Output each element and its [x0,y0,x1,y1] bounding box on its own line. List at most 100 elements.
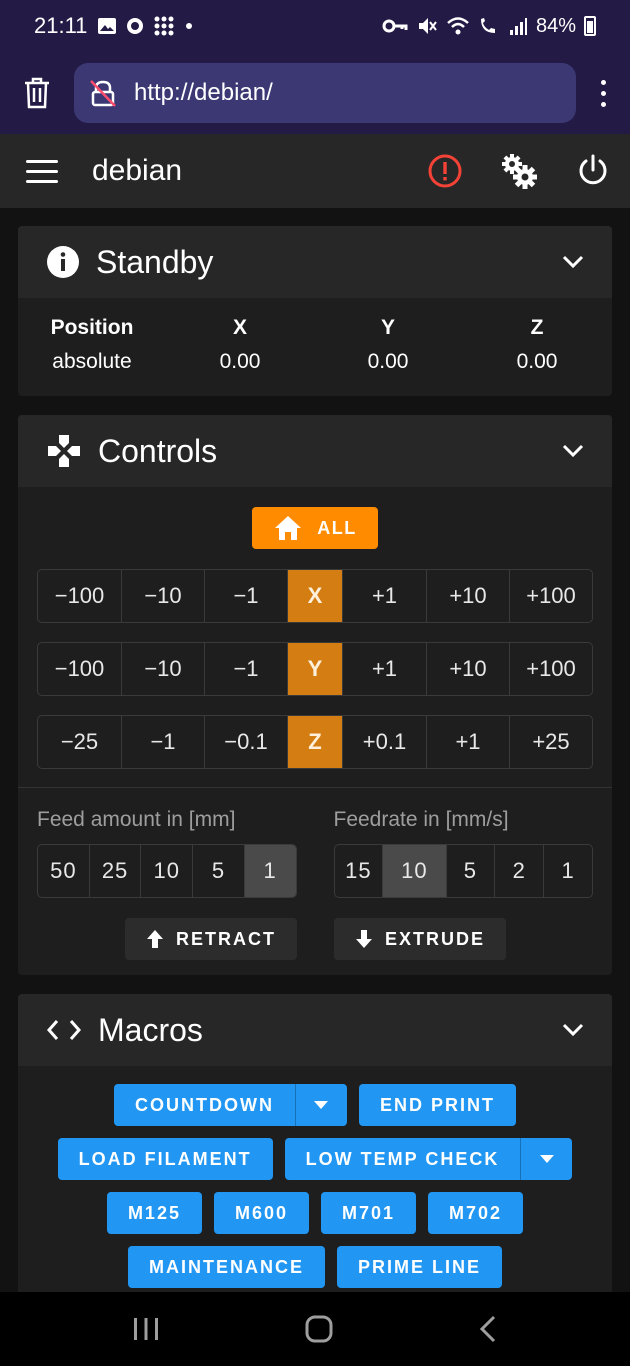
macro-m125-button[interactable]: M125 [106,1192,202,1234]
extrude-button[interactable]: EXTRUDE [334,918,506,960]
retract-label: RETRACT [176,928,276,949]
standby-header[interactable]: Standby [18,226,612,298]
status-bar: 21:11 84% [0,0,630,52]
jog-z-minus-25[interactable]: −25 [38,716,122,768]
jog-y-plus-10[interactable]: +10 [427,643,510,695]
jog-y-minus-10[interactable]: −10 [122,643,205,695]
settings-button[interactable] [482,151,556,191]
macro-row: COUNTDOWN END PRINT [18,1084,612,1126]
menu-icon[interactable] [26,159,58,183]
z-value: 0.00 [516,350,558,373]
macro-low-temp-check-button[interactable]: LOW TEMP CHECK [284,1138,573,1180]
jog-x-plus-10[interactable]: +10 [427,570,510,622]
macro-end-print-button[interactable]: END PRINT [358,1084,516,1126]
feed-amount-selector: 50 25 10 5 1 [37,844,297,898]
trash-button[interactable] [0,77,74,109]
system-nav-bar [0,1292,630,1366]
jog-z-minus-1[interactable]: −1 [122,716,205,768]
not-secure-icon [90,80,116,107]
standby-card: Standby Position absolute X 0.00 Y 0.00 … [18,226,612,396]
macro-label: END PRINT [379,1094,495,1115]
jog-z-plus-0-1[interactable]: +0.1 [343,716,427,768]
feed-amount-group: Feed amount in [mm] 50 25 10 5 1 [37,808,297,898]
battery-level: 84% [535,14,576,37]
macro-load-filament-button[interactable]: LOAD FILAMENT [57,1138,273,1180]
macro-prime-line-button[interactable]: PRIME LINE [336,1246,502,1288]
home-all-label: ALL [317,517,357,538]
jog-x-minus-1[interactable]: −1 [205,570,288,622]
home-x-button[interactable]: X [288,570,343,622]
divider [18,787,612,788]
macro-row: M125 M600 M701 M702 [18,1192,612,1234]
chevron-down-icon[interactable] [562,1023,584,1037]
signal-icon [509,18,527,35]
macro-m702-button[interactable]: M702 [428,1192,524,1234]
y-header: Y [380,316,395,339]
power-icon [579,154,607,185]
jog-x-minus-100[interactable]: −100 [38,570,122,622]
macro-dropdown-toggle[interactable] [294,1084,347,1126]
feedrate-option[interactable]: 1 [561,858,575,883]
jog-x-minus-10[interactable]: −10 [122,570,205,622]
arrow-down-icon [355,930,372,948]
controls-title: Controls [98,432,218,469]
macro-label: M125 [127,1202,181,1223]
home-all-button[interactable]: ALL [252,507,378,549]
jog-y-plus-100[interactable]: +100 [526,656,576,681]
feedrate-option[interactable]: 5 [447,845,496,897]
macro-dropdown-toggle[interactable] [520,1138,572,1180]
power-button[interactable] [556,153,630,189]
home-y-button[interactable]: Y [288,643,343,695]
macro-label: LOAD FILAMENT [78,1148,252,1169]
macro-countdown-button[interactable]: COUNTDOWN [114,1084,347,1126]
controls-header[interactable]: Controls [18,415,612,487]
feed-amount-label: Feed amount in [mm] [37,808,236,831]
jog-y-plus-1[interactable]: +1 [343,643,427,695]
feed-amount-option[interactable]: 50 [38,845,90,897]
back-icon[interactable] [478,1315,498,1343]
status-time: 21:11 [34,13,88,38]
macro-m701-button[interactable]: M701 [321,1192,417,1234]
jog-x-plus-100[interactable]: +100 [526,583,576,608]
caret-down-icon [539,1155,554,1163]
feed-amount-option[interactable]: 10 [141,845,194,897]
jog-z-plus-25[interactable]: +25 [532,729,570,754]
wifi-call-icon [480,18,495,33]
macros-card: Macros COUNTDOWN END PRINT LOAD FILAMENT… [18,994,612,1304]
mute-icon [418,18,437,34]
image-icon [98,18,117,34]
x-header: X [232,316,247,339]
feedrate-option[interactable]: 2 [495,845,545,897]
macros-header[interactable]: Macros [18,994,612,1066]
feedrate-selector: 15 10 5 2 1 [333,844,593,898]
jog-z-plus-1[interactable]: +1 [427,716,510,768]
chevron-down-icon[interactable] [562,255,584,269]
grid-icon [154,16,174,36]
jog-y-minus-100[interactable]: −100 [38,643,122,695]
macro-label: M702 [449,1202,503,1223]
macro-m600-button[interactable]: M600 [213,1192,309,1234]
feedrate-option[interactable]: 15 [335,845,384,897]
alert-button[interactable] [408,153,482,189]
feedrate-option-selected[interactable]: 10 [383,845,447,897]
feedrate-group: Feedrate in [mm/s] 15 10 5 2 1 [333,808,593,898]
browser-menu-button[interactable] [576,79,630,107]
feed-amount-option-selected[interactable]: 1 [244,845,296,897]
feedrate-label: Feedrate in [mm/s] [333,808,509,831]
home-icon[interactable] [304,1314,334,1344]
macro-label: M701 [342,1202,396,1223]
url-field[interactable]: http://debian/ [74,63,576,123]
home-z-button[interactable]: Z [288,716,343,768]
feed-amount-option[interactable]: 25 [90,845,142,897]
jog-z-minus-0-1[interactable]: −0.1 [205,716,288,768]
retract-button[interactable]: RETRACT [125,918,297,960]
chevron-down-icon[interactable] [562,444,584,458]
app-bar: debian [0,134,630,208]
jog-x-plus-1[interactable]: +1 [343,570,427,622]
macro-maintenance-button[interactable]: MAINTENANCE [127,1246,325,1288]
recent-apps-icon[interactable] [132,1316,160,1342]
jog-y-minus-1[interactable]: −1 [205,643,288,695]
feed-amount-option[interactable]: 5 [193,845,245,897]
info-icon [47,246,79,278]
macro-label: MAINTENANCE [148,1256,304,1277]
